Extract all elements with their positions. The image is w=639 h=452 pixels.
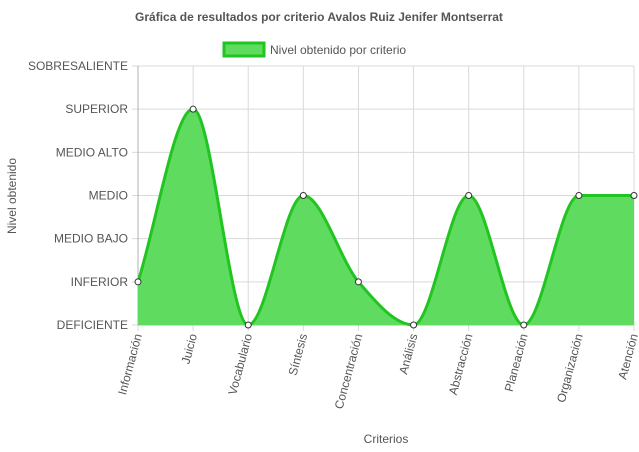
data-point[interactable] — [189, 105, 197, 113]
series-area — [136, 107, 634, 327]
x-tick-label: Síntesis — [286, 332, 311, 377]
data-point[interactable] — [465, 192, 473, 199]
data-point[interactable] — [520, 321, 528, 329]
x-tick-label: Concentración — [332, 332, 366, 410]
chart-title: Gráfica de resultados por criterio Avalo… — [135, 10, 503, 24]
x-tick-label: Atención — [615, 332, 639, 381]
y-tick-label: MEDIO — [89, 189, 128, 203]
data-points — [134, 105, 638, 329]
series-line — [136, 107, 634, 327]
y-tick-label: INFERIOR — [71, 275, 129, 289]
x-tick-label: Organización — [554, 332, 586, 404]
y-tick-label: DEFICIENTE — [57, 318, 128, 332]
y-tick-label: SOBRESALIENTE — [28, 59, 128, 73]
x-axis-label: Criterios — [364, 432, 409, 446]
legend-swatch — [222, 41, 266, 58]
y-axis-ticks: DEFICIENTE INFERIOR MEDIO BAJO MEDIO MEDIO A… — [28, 59, 128, 332]
x-tick-label: Vocabulario — [225, 332, 255, 397]
data-point[interactable] — [575, 192, 583, 199]
x-tick-label: Información — [115, 332, 145, 396]
data-point[interactable] — [630, 192, 638, 199]
x-tick-label: Análisis — [396, 332, 420, 376]
series-fill — [138, 109, 634, 326]
data-point[interactable] — [410, 321, 418, 329]
x-axis-ticks: Información Juicio Vocabulario Síntesis Conc… — [115, 332, 639, 411]
legend-label: Nivel obtenido por criterio — [270, 43, 406, 57]
data-point[interactable] — [354, 278, 362, 286]
x-tick-label: Juicio — [179, 332, 201, 366]
x-tick-label: Abstracción — [446, 332, 476, 396]
data-point[interactable] — [134, 278, 142, 286]
y-tick-label: MEDIO BAJO — [54, 232, 128, 246]
x-tick-label: Planeación — [502, 332, 531, 393]
legend[interactable]: Nivel obtenido por criterio — [222, 41, 406, 58]
y-tick-label: MEDIO ALTO — [56, 145, 128, 159]
data-point[interactable] — [244, 321, 252, 329]
y-axis-label: Nivel obtenido — [5, 158, 19, 234]
data-point[interactable] — [299, 192, 307, 199]
y-tick-label: SUPERIOR — [65, 102, 128, 116]
